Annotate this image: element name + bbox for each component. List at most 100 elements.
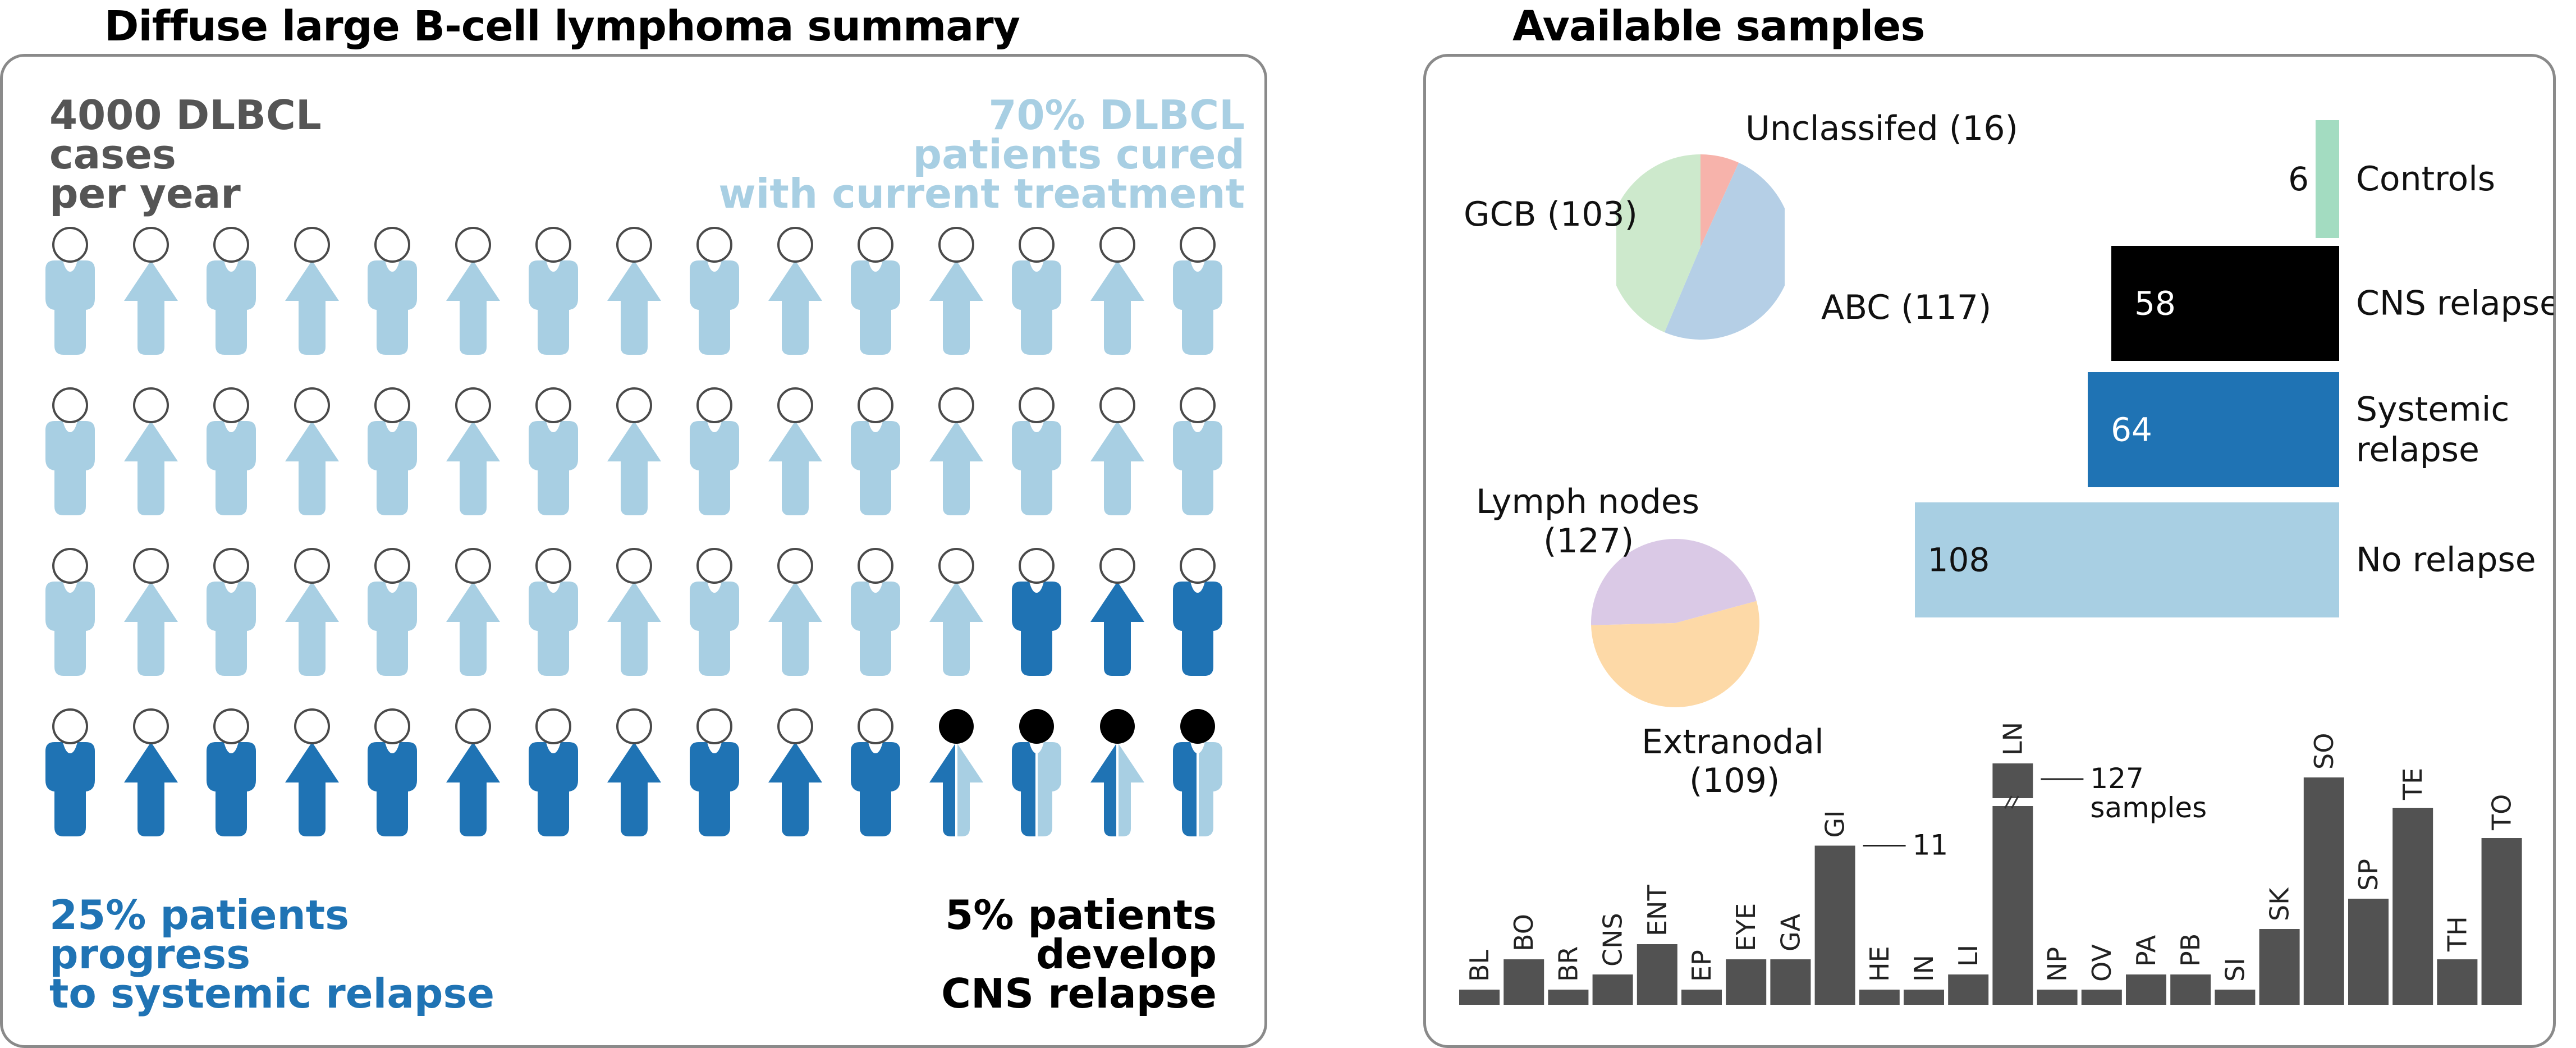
site-bar-label: EP xyxy=(1686,950,1717,982)
site-bar xyxy=(2303,777,2344,1005)
systemic-stat-line-2: progress xyxy=(49,931,251,978)
relapse-bar-value: 108 xyxy=(1928,541,1990,579)
site-bar-label: BO xyxy=(1509,914,1539,951)
patient-icon xyxy=(607,708,661,836)
site-bar xyxy=(2481,838,2522,1005)
pie-label-lymph-nodes: Lymph nodes xyxy=(1476,482,1700,521)
patient-icon xyxy=(368,227,417,355)
relapse-bar-value: 64 xyxy=(2111,411,2152,449)
relapse-bar-category: No relapse xyxy=(2356,541,2536,580)
patient-icon xyxy=(768,387,822,515)
patient-icon xyxy=(446,387,500,515)
cured-stat: 70% DLBCL patients cured with current tr… xyxy=(718,91,1245,217)
cured-stat-line-1: 70% DLBCL xyxy=(988,91,1245,139)
patient-icon xyxy=(1090,387,1144,515)
patient-icon xyxy=(446,227,500,355)
site-bar-label: PB xyxy=(2175,933,2206,967)
patient-icon xyxy=(207,708,256,836)
patient-icon xyxy=(529,548,578,676)
cured-stat-line-3: with current treatment xyxy=(718,170,1245,217)
relapse-bar xyxy=(2088,372,2339,487)
pie-label-unclassified: Unclassifed (16) xyxy=(1745,109,2018,148)
pie-label-extranodal-count: (109) xyxy=(1689,761,1780,800)
site-bar xyxy=(2170,974,2211,1005)
patient-icon xyxy=(607,387,661,515)
patient-icon xyxy=(123,708,178,836)
relapse-bar-category: Systemic xyxy=(2356,390,2509,429)
patient-icon xyxy=(368,708,417,836)
patient-icon xyxy=(123,227,178,355)
systemic-stat-line-3: to systemic relapse xyxy=(49,970,495,1017)
site-bar-label: GA xyxy=(1775,913,1805,951)
patient-icon xyxy=(1173,709,1222,838)
patient-icon xyxy=(1012,387,1061,515)
pie-label-abc: ABC (117) xyxy=(1821,288,1992,327)
patient-icon xyxy=(1090,709,1144,838)
systemic-stat-line-1: 25% patients xyxy=(49,891,349,939)
relapse-bar xyxy=(2316,120,2339,238)
patient-icon xyxy=(45,387,95,515)
relapse-bar-category: Controls xyxy=(2356,159,2495,199)
site-bar-label: TH xyxy=(2442,916,2472,952)
patient-icon xyxy=(768,227,822,355)
cases-stat-line-2: cases xyxy=(49,131,176,178)
site-bar xyxy=(1904,990,1944,1005)
patient-icon xyxy=(285,387,339,515)
site-bar-label: LN xyxy=(1997,722,2028,756)
sample-site-bar-chart: BL BO BR CNS ENT EP EYE GA GI HE IN LI LN NP OV PA PB SI S… xyxy=(1459,722,2522,1005)
annotation-text: 127 xyxy=(2090,762,2143,795)
patient-icon xyxy=(285,548,339,676)
pie-slice xyxy=(1591,539,1757,625)
annotation-text: samples xyxy=(2090,791,2207,824)
patient-icon xyxy=(207,387,256,515)
patient-icon xyxy=(1090,548,1144,676)
cns-relapse-stat: 5% patients develop CNS relapse xyxy=(941,895,1217,1014)
patient-icon xyxy=(123,387,178,515)
site-bar-label: SP xyxy=(2353,859,2384,891)
site-bar-label: ENT xyxy=(1642,885,1672,936)
relapse-bar-category: relapse xyxy=(2356,431,2479,470)
patient-icon xyxy=(929,548,983,676)
site-bar-label: GI xyxy=(1820,810,1850,838)
site-bar-label: EYE xyxy=(1731,903,1761,951)
site-bar xyxy=(1637,944,1677,1005)
patient-icon xyxy=(45,708,95,836)
relapse-bar xyxy=(2111,246,2339,361)
patient-icon xyxy=(851,227,900,355)
patient-icon xyxy=(529,708,578,836)
patient-icon xyxy=(1012,548,1061,676)
site-bar-label: BR xyxy=(1553,946,1583,982)
patient-icon xyxy=(851,708,900,836)
patient-icon xyxy=(690,708,739,836)
patient-icon xyxy=(45,227,95,355)
patient-icon xyxy=(1012,709,1061,838)
site-bar-label: LI xyxy=(1953,945,1983,967)
pie-label-extranodal: Extranodal xyxy=(1642,722,1824,762)
pie-label-lymph-nodes-count: (127) xyxy=(1543,521,1634,561)
annotation-text: 11 xyxy=(1913,829,1949,862)
relapse-bar-value: 58 xyxy=(2134,285,2176,323)
patient-icon xyxy=(768,708,822,836)
site-bar-label: TE xyxy=(2398,768,2428,800)
patient-icon xyxy=(207,227,256,355)
patient-icon xyxy=(607,548,661,676)
site-bar xyxy=(1948,974,1989,1005)
site-bar xyxy=(1504,959,1544,1005)
patient-icon xyxy=(768,548,822,676)
site-bar-label: BL xyxy=(1464,949,1495,982)
origin-pie-chart xyxy=(1591,539,1759,707)
site-bar-label: IN xyxy=(1909,955,1939,982)
patient-icon xyxy=(690,387,739,515)
pie-slice xyxy=(1591,601,1759,707)
site-bar xyxy=(1681,990,1722,1005)
left-section-title: Diffuse large B-cell lymphoma summary xyxy=(104,2,1020,51)
axis-break-mark xyxy=(1991,798,2034,806)
site-bar xyxy=(2392,808,2433,1005)
patient-icon xyxy=(851,387,900,515)
patient-icon xyxy=(285,708,339,836)
site-bar xyxy=(2437,959,2478,1005)
patient-icon xyxy=(529,227,578,355)
site-bar-label: CNS xyxy=(1598,913,1628,967)
patient-icon xyxy=(1012,227,1061,355)
